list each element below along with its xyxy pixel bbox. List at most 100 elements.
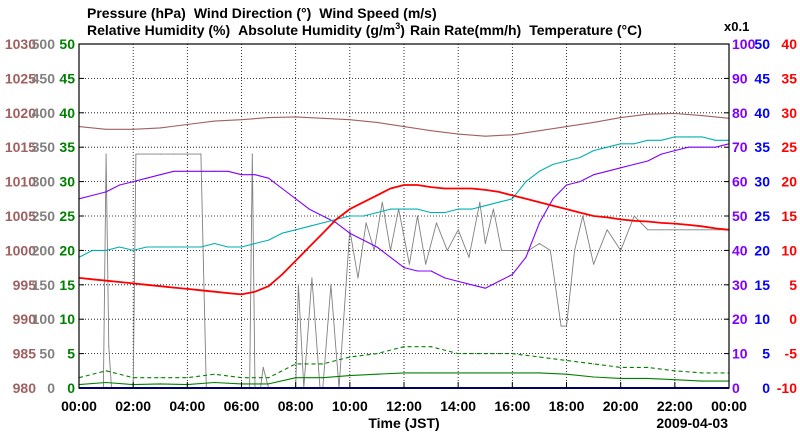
tick-label-wind-speed: 0: [67, 380, 75, 396]
series-absolute-humidity-point: [687, 136, 690, 138]
x-tick-label: 20:00: [603, 398, 639, 414]
series-relative-humidity-point: [213, 170, 215, 172]
series-relative-humidity-point: [416, 270, 419, 272]
series-relative-humidity-point: [159, 174, 161, 176]
series-temperature-point: [254, 291, 256, 293]
tick-label-pressure: 1010: [5, 174, 36, 190]
tick-label-relative-humidity: 30: [732, 277, 748, 293]
series-wind-direction-point: [138, 153, 140, 155]
series-wind-speed-gust-point: [403, 346, 405, 348]
series-relative-humidity-point: [498, 280, 500, 282]
tick-label-relative-humidity: 70: [732, 139, 748, 155]
series-temperature-point: [281, 273, 283, 276]
series-absolute-humidity-point: [471, 208, 473, 210]
tick-label-relative-humidity: 50: [732, 208, 748, 224]
x-axis-title: Time (JST): [368, 415, 439, 431]
legend-rain-rate: Rain Rate(mm/h): [410, 22, 521, 38]
tick-label-wind-speed: 50: [59, 36, 75, 52]
series-temperature-point: [91, 278, 94, 280]
series-wind-speed-mean-point: [295, 377, 297, 379]
series-relative-humidity-point: [525, 256, 527, 258]
tick-label-relative-humidity: 80: [732, 105, 748, 121]
series-temperature-point: [200, 289, 202, 291]
series-relative-humidity-point: [362, 239, 364, 241]
series-relative-humidity-point: [200, 170, 202, 172]
series-temperature-point: [714, 227, 717, 229]
series-relative-humidity-point: [322, 215, 324, 217]
series-absolute-humidity-point: [565, 160, 568, 162]
tick-label-rain-rate: 40: [754, 105, 770, 121]
tick-label-rain-rate: 5: [762, 346, 770, 362]
series-wind-speed-mean-point: [268, 383, 270, 385]
series-wind-speed-gust-point: [105, 370, 107, 372]
series-wind-direction-point: [593, 263, 595, 265]
tick-label-temperature: -10: [777, 380, 797, 396]
series-temperature-point: [146, 284, 148, 286]
tick-label-temperature: -5: [785, 346, 798, 362]
tick-label-wind-direction: 200: [32, 242, 56, 258]
series-wind-speed-mean-point: [322, 377, 324, 379]
tick-label-rain-rate: 20: [754, 242, 770, 258]
tick-label-temperature: 35: [781, 70, 797, 86]
series-pressure-point: [295, 116, 297, 118]
tick-label-relative-humidity: 20: [732, 311, 748, 327]
series-temperature-point: [525, 198, 527, 200]
series-relative-humidity-point: [538, 222, 541, 224]
series-wind-direction-point: [660, 229, 662, 231]
series-temperature-point: [376, 194, 378, 196]
series-pressure-point: [565, 126, 568, 128]
series-absolute-humidity-point: [674, 136, 676, 138]
x-tick-label: 06:00: [224, 398, 260, 414]
series-relative-humidity-point: [376, 246, 378, 248]
series-relative-humidity-point: [511, 273, 513, 276]
series-pressure-point: [105, 128, 107, 130]
series-absolute-humidity-point: [173, 246, 175, 248]
series-temperature-point: [335, 218, 337, 220]
series-absolute-humidity-point: [430, 212, 432, 214]
series-temperature-point: [579, 212, 581, 214]
series-temperature-point: [240, 293, 243, 295]
series-temperature-point: [105, 280, 107, 282]
series-wind-direction-point: [484, 242, 486, 245]
tick-label-temperature: 20: [781, 174, 797, 190]
series-temperature-point: [511, 194, 513, 196]
series-relative-humidity-point: [593, 174, 595, 176]
series-wind-direction-point: [701, 229, 703, 231]
series-absolute-humidity-point: [538, 170, 541, 172]
series-wind-direction-point: [365, 222, 367, 224]
tick-label-rain-rate: 15: [754, 277, 770, 293]
series-temperature-point: [444, 187, 446, 190]
series-temperature-point: [471, 187, 473, 190]
series-temperature-point: [498, 191, 500, 193]
series-temperature-point: [484, 189, 486, 191]
series-temperature-point: [430, 186, 432, 188]
series-wind-speed-gust-point: [159, 377, 161, 379]
series-temperature-point: [159, 285, 161, 287]
tick-label-wind-direction: 450: [32, 70, 56, 86]
series-temperature-point: [647, 220, 649, 223]
series-relative-humidity-point: [579, 181, 581, 183]
series-wind-direction-point: [633, 215, 635, 217]
series-absolute-humidity-point: [579, 156, 581, 159]
series-relative-humidity-point: [633, 163, 635, 165]
tick-label-pressure: 1005: [5, 208, 36, 224]
series-relative-humidity-point: [349, 232, 351, 234]
legend-wind-speed: Wind Speed (m/s): [319, 5, 436, 21]
series-wind-speed-gust-point: [213, 373, 215, 375]
series-absolute-humidity-point: [511, 198, 513, 200]
series-wind-direction-point: [511, 249, 513, 251]
series-absolute-humidity-point: [227, 246, 229, 248]
tick-label-pressure: 990: [13, 311, 37, 327]
series-absolute-humidity-point: [308, 225, 310, 227]
series-temperature-point: [701, 225, 703, 227]
series-absolute-humidity-point: [457, 208, 459, 210]
series-absolute-humidity-point: [159, 246, 161, 248]
series-temperature-point: [362, 201, 364, 203]
series-temperature-point: [186, 288, 188, 290]
series-relative-humidity-point: [281, 187, 283, 190]
series-absolute-humidity-point: [403, 208, 405, 210]
x-tick-label: 12:00: [386, 398, 422, 414]
tick-label-pressure: 995: [13, 277, 37, 293]
tick-label-wind-direction: 300: [32, 174, 56, 190]
